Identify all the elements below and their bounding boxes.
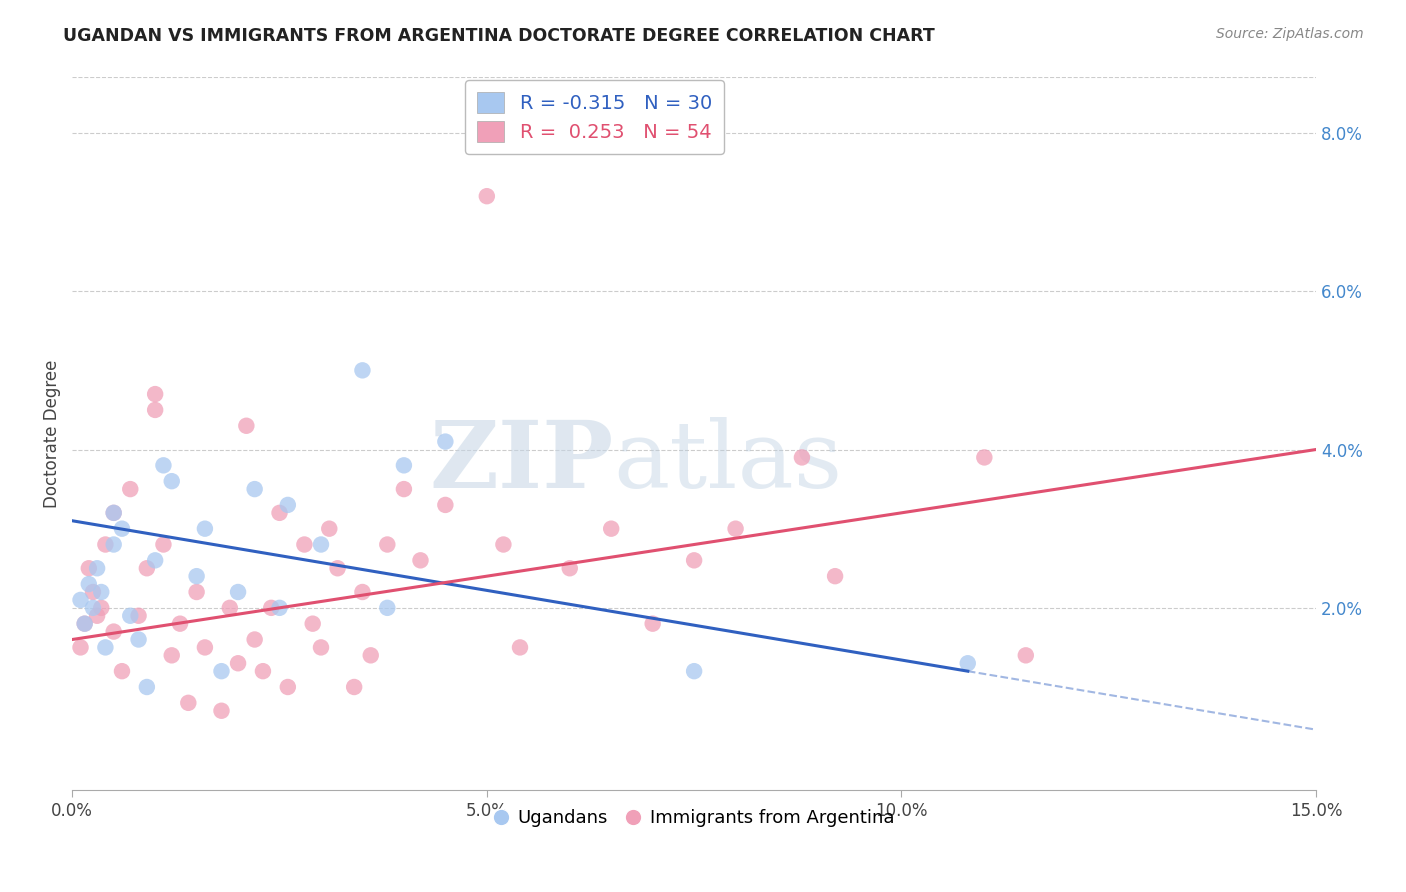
Point bbox=[177, 696, 200, 710]
Point bbox=[360, 648, 382, 663]
Point bbox=[226, 657, 249, 671]
Point bbox=[475, 189, 498, 203]
Point bbox=[120, 608, 142, 623]
Point bbox=[683, 553, 706, 567]
Point bbox=[135, 680, 157, 694]
Point bbox=[160, 648, 183, 663]
Point bbox=[301, 616, 323, 631]
Point bbox=[318, 522, 340, 536]
Point bbox=[111, 664, 134, 678]
Point bbox=[790, 450, 813, 465]
Point bbox=[492, 537, 515, 551]
Point bbox=[375, 600, 398, 615]
Point bbox=[352, 585, 374, 599]
Text: UGANDAN VS IMMIGRANTS FROM ARGENTINA DOCTORATE DEGREE CORRELATION CHART: UGANDAN VS IMMIGRANTS FROM ARGENTINA DOC… bbox=[63, 27, 935, 45]
Point bbox=[143, 387, 166, 401]
Point bbox=[269, 506, 291, 520]
Point bbox=[309, 537, 332, 551]
Point bbox=[434, 434, 457, 449]
Point bbox=[724, 522, 747, 536]
Point bbox=[103, 537, 125, 551]
Point bbox=[226, 585, 249, 599]
Point bbox=[169, 616, 191, 631]
Point bbox=[309, 640, 332, 655]
Point bbox=[143, 403, 166, 417]
Point bbox=[509, 640, 531, 655]
Point bbox=[956, 657, 979, 671]
Point bbox=[235, 418, 257, 433]
Point bbox=[277, 498, 299, 512]
Point bbox=[69, 640, 91, 655]
Point bbox=[1015, 648, 1038, 663]
Point bbox=[82, 585, 104, 599]
Point bbox=[86, 608, 108, 623]
Point bbox=[90, 585, 112, 599]
Point bbox=[94, 640, 117, 655]
Point bbox=[194, 522, 217, 536]
Point bbox=[683, 664, 706, 678]
Point bbox=[69, 593, 91, 607]
Point bbox=[120, 482, 142, 496]
Point bbox=[77, 577, 100, 591]
Y-axis label: Doctorate Degree: Doctorate Degree bbox=[44, 359, 60, 508]
Point bbox=[326, 561, 349, 575]
Point bbox=[243, 482, 266, 496]
Point bbox=[103, 506, 125, 520]
Point bbox=[90, 600, 112, 615]
Point bbox=[409, 553, 432, 567]
Point bbox=[128, 608, 150, 623]
Point bbox=[641, 616, 664, 631]
Point bbox=[600, 522, 623, 536]
Point bbox=[375, 537, 398, 551]
Legend: Ugandans, Immigrants from Argentina: Ugandans, Immigrants from Argentina bbox=[486, 802, 901, 834]
Point bbox=[152, 458, 174, 473]
Point bbox=[135, 561, 157, 575]
Point bbox=[128, 632, 150, 647]
Point bbox=[86, 561, 108, 575]
Point bbox=[392, 458, 415, 473]
Point bbox=[194, 640, 217, 655]
Point bbox=[294, 537, 316, 551]
Point bbox=[160, 474, 183, 488]
Point bbox=[392, 482, 415, 496]
Point bbox=[73, 616, 96, 631]
Point bbox=[973, 450, 995, 465]
Point bbox=[269, 600, 291, 615]
Point bbox=[186, 569, 208, 583]
Point bbox=[434, 498, 457, 512]
Point bbox=[186, 585, 208, 599]
Point bbox=[352, 363, 374, 377]
Point bbox=[73, 616, 96, 631]
Point bbox=[77, 561, 100, 575]
Point bbox=[824, 569, 846, 583]
Point bbox=[218, 600, 240, 615]
Point bbox=[152, 537, 174, 551]
Point bbox=[111, 522, 134, 536]
Point bbox=[211, 704, 233, 718]
Point bbox=[143, 553, 166, 567]
Point bbox=[211, 664, 233, 678]
Text: Source: ZipAtlas.com: Source: ZipAtlas.com bbox=[1216, 27, 1364, 41]
Point bbox=[343, 680, 366, 694]
Point bbox=[82, 600, 104, 615]
Text: ZIP: ZIP bbox=[429, 417, 613, 508]
Point bbox=[103, 506, 125, 520]
Point bbox=[260, 600, 283, 615]
Point bbox=[252, 664, 274, 678]
Point bbox=[103, 624, 125, 639]
Point bbox=[94, 537, 117, 551]
Point bbox=[558, 561, 581, 575]
Point bbox=[243, 632, 266, 647]
Text: atlas: atlas bbox=[613, 417, 842, 508]
Point bbox=[277, 680, 299, 694]
